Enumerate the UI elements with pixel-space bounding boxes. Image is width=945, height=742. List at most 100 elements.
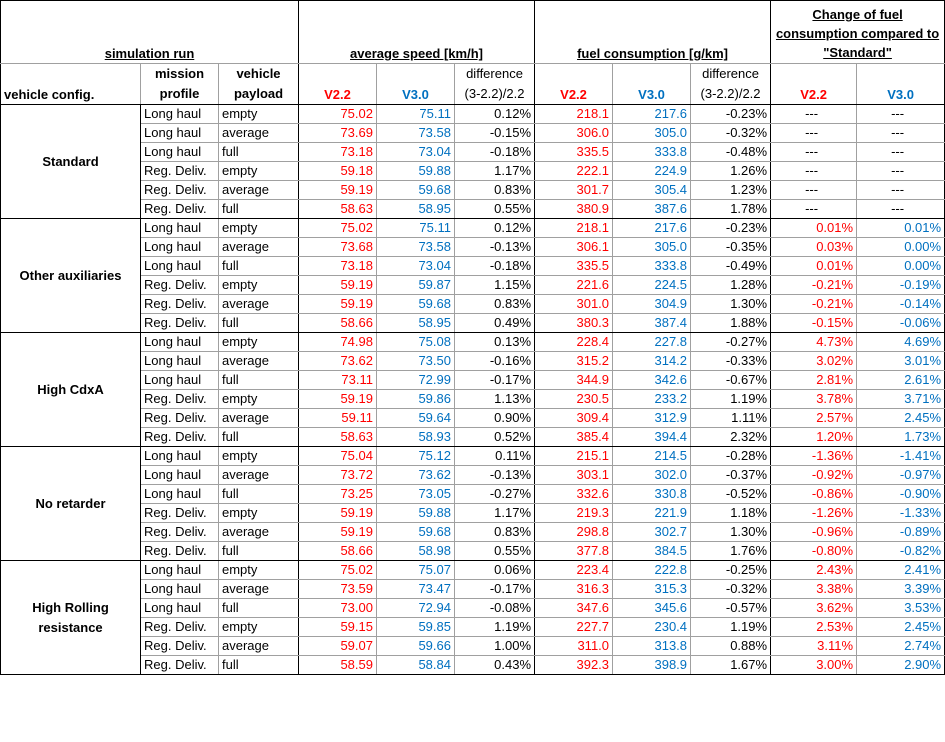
mission-profile-cell: Long haul <box>140 446 219 466</box>
table-row: Long haul full 73.18 73.04 -0.18% 335.5 333.8-… <box>1 256 945 276</box>
table-row: Standard Long haul empty 75.02 75.11 0.12% 218… <box>0 104 945 219</box>
fuel-diff-cell: -0.67% <box>690 370 772 390</box>
change-v30-cell: --- <box>856 104 945 124</box>
avg-speed-v22-cell: 73.18 <box>298 256 377 276</box>
mission-profile-cell: Reg. Deliv. <box>140 199 219 219</box>
change-v22-cell: --- <box>770 123 858 143</box>
fuel-v30-cell: 305.4 <box>612 180 692 200</box>
fuel-v30-cell: 214.5 <box>612 446 692 466</box>
change-v30-cell: -0.19% <box>856 275 945 295</box>
change-v22-cell: -0.21% <box>770 275 858 295</box>
fuel-v30-cell: 224.5 <box>612 275 692 295</box>
change-v22-cell: --- <box>770 161 858 181</box>
change-v22-cell: -1.26% <box>770 503 858 523</box>
fuel-v22-cell: 301.7 <box>534 180 614 200</box>
avg-speed-v30-cell: 59.88 <box>376 503 455 523</box>
fuel-v22-cell: 215.1 <box>534 446 614 466</box>
fuel-v22-cell: 218.1 <box>534 104 614 124</box>
change-v30-cell: 0.00% <box>856 256 945 276</box>
change-v22-cell: -0.86% <box>770 484 858 504</box>
change-v30-cell: 3.71% <box>856 389 945 409</box>
average-speed-header: average speed [km/h] <box>297 0 536 64</box>
change-v30-cell: --- <box>856 142 945 162</box>
mission-profile-cell: Reg. Deliv. <box>140 427 219 447</box>
change-v30-cell: --- <box>856 199 945 219</box>
change-v22-cell: -0.92% <box>770 465 858 485</box>
vehicle-payload-cell: average <box>218 351 299 371</box>
avg-speed-v22-cell: 59.19 <box>298 275 377 295</box>
vehicle-payload-cell: full <box>218 370 299 390</box>
fuel-diff-cell: -0.25% <box>690 560 772 580</box>
fuel-diff-cell: -0.32% <box>690 123 772 143</box>
change-v30-cell: 1.73% <box>856 427 945 447</box>
avg-speed-v30-cell: 75.11 <box>376 104 455 124</box>
avg-speed-v22-cell: 73.11 <box>298 370 377 390</box>
avg-speed-v30-cell: 73.47 <box>376 579 455 599</box>
fuel-v30-cell: 233.2 <box>612 389 692 409</box>
fuel-v22-cell: 332.6 <box>534 484 614 504</box>
table-row: Other auxiliaries Long haul empty 75.02 75.1… <box>0 218 945 333</box>
avg-speed-v30-cell: 73.58 <box>376 237 455 257</box>
vehicle-config-header: vehicle config. <box>0 63 141 105</box>
avg-speed-v30-cell: 59.88 <box>376 161 455 181</box>
vehicle-payload-cell: empty <box>218 560 299 580</box>
avg-speed-v30-cell: 73.04 <box>376 256 455 276</box>
vehicle-config-cell: High Rolling resistance <box>0 560 141 675</box>
fuel-v22-cell: 219.3 <box>534 503 614 523</box>
fuel-v30-cell: 217.6 <box>612 218 692 238</box>
avg-speed-v22-cell: 58.63 <box>298 427 377 447</box>
mission-profile-cell: Long haul <box>140 370 219 390</box>
avg-speed-v30-cell: 58.98 <box>376 541 455 561</box>
table-row: Reg. Deliv. average 59.19 59.68 0.83% 301.0 30… <box>1 294 945 314</box>
avg-speed-v22-cell: 58.66 <box>298 313 377 333</box>
mission-profile-cell: Long haul <box>140 579 219 599</box>
avg-speed-diff-cell: -0.17% <box>453 579 536 599</box>
fuel-v22-cell: 298.8 <box>534 522 614 542</box>
mission-profile-cell: Reg. Deliv. <box>140 389 219 409</box>
change-v22-cell: -0.21% <box>770 294 858 314</box>
avg-speed-diff-cell: 0.83% <box>453 294 536 314</box>
avg-speed-v30-cell: 59.68 <box>376 294 455 314</box>
results-table: simulation run average speed [km/h] fuel… <box>0 0 945 675</box>
fuel-v22-cell: 335.5 <box>534 142 614 162</box>
change-v30-cell: 2.74% <box>856 636 945 656</box>
avg-speed-v30-cell: 58.95 <box>376 199 455 219</box>
avg-speed-v22-cell: 58.63 <box>298 199 377 219</box>
fuel-diff-cell: 1.19% <box>690 617 772 637</box>
fuel-v22-cell: 306.0 <box>534 123 614 143</box>
avg-speed-v22-cell: 59.18 <box>298 161 377 181</box>
mission-profile-cell: Long haul <box>140 351 219 371</box>
change-v30-cell: 2.90% <box>856 655 945 675</box>
change-v22-cell: -0.80% <box>770 541 858 561</box>
fuel-v30-cell: 305.0 <box>612 123 692 143</box>
avg-speed-v30-cell: 73.05 <box>376 484 455 504</box>
avg-speed-diff-header: difference (3-2.2)/2.2 <box>453 63 536 105</box>
table-row: Long haul average 73.62 73.50 -0.16% 315.2 314… <box>1 351 945 371</box>
change-v30-cell: -0.90% <box>856 484 945 504</box>
fuel-diff-cell: -0.57% <box>690 598 772 618</box>
change-v30-cell: 0.00% <box>856 237 945 257</box>
vehicle-payload-cell: full <box>218 313 299 333</box>
avg-speed-v30-cell: 58.93 <box>376 427 455 447</box>
avg-speed-diff-cell: -0.15% <box>453 123 536 143</box>
vehicle-payload-cell: full <box>218 598 299 618</box>
fuel-v22-cell: 392.3 <box>534 655 614 675</box>
change-v22-cell: -0.15% <box>770 313 858 333</box>
vehicle-payload-cell: average <box>218 579 299 599</box>
vehicle-payload-cell: full <box>218 655 299 675</box>
vehicle-payload-cell: average <box>218 636 299 656</box>
fuel-diff-cell: 1.28% <box>690 275 772 295</box>
avg-speed-diff-cell: -0.16% <box>453 351 536 371</box>
table-row: Long haul full 73.18 73.04 -0.18% 335.5 333.8-… <box>1 142 945 162</box>
change-v30-cell: 3.39% <box>856 579 945 599</box>
mission-profile-cell: Reg. Deliv. <box>140 636 219 656</box>
fuel-v22-cell: 218.1 <box>534 218 614 238</box>
change-v30-cell: -0.06% <box>856 313 945 333</box>
fuel-diff-cell: -0.52% <box>690 484 772 504</box>
table-row: Reg. Deliv. average 59.19 59.68 0.83% 298.8 30… <box>1 522 945 542</box>
avg-speed-v30-cell: 75.07 <box>376 560 455 580</box>
mission-profile-cell: Reg. Deliv. <box>140 180 219 200</box>
avg-speed-v22-cell: 73.59 <box>298 579 377 599</box>
fuel-v30-cell: 302.0 <box>612 465 692 485</box>
vehicle-payload-header: vehicle payload <box>218 63 299 105</box>
